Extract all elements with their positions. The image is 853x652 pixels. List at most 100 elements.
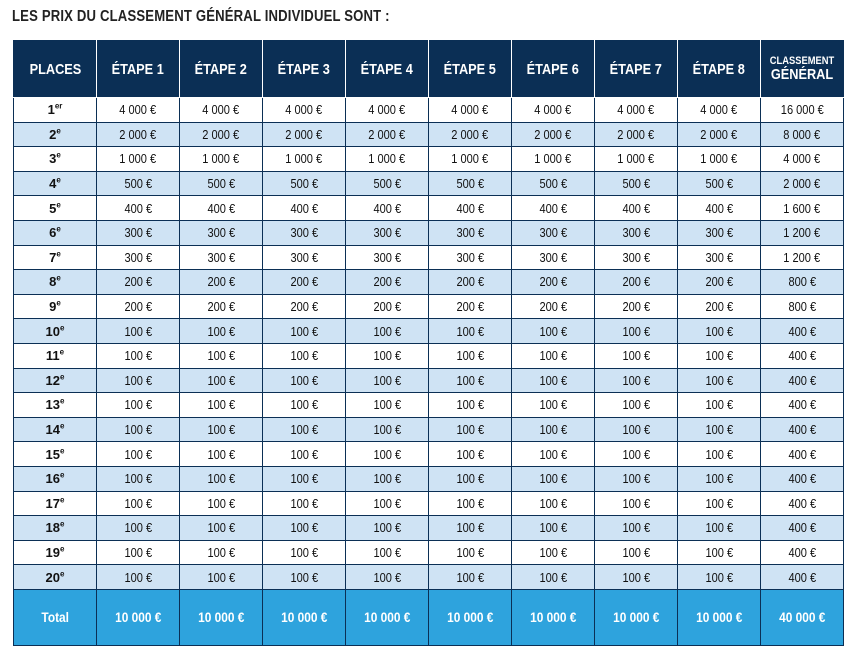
stage-prize-cell: 300 € — [594, 244, 678, 271]
place-cell: 2e — [13, 121, 97, 148]
total-label: Total — [13, 588, 97, 646]
general-prize-cell: 400 € — [760, 515, 844, 541]
header-etape-4: ÉTAPE 4 — [345, 40, 429, 98]
stage-prize-cell: 200 € — [262, 269, 346, 295]
stage-prize-cell: 100 € — [428, 441, 512, 467]
general-prize-cell: 400 € — [760, 367, 844, 394]
prize-table-container: PLACES ÉTAPE 1 ÉTAPE 2 ÉTAPE 3 ÉTAPE 4 É… — [13, 40, 844, 646]
general-prize-cell: 2 000 € — [760, 170, 844, 197]
header-etape-8: ÉTAPE 8 — [677, 40, 761, 98]
stage-prize-cell: 500 € — [96, 170, 180, 197]
stage-prize-cell: 200 € — [511, 269, 595, 295]
stage-prize-cell: 100 € — [179, 515, 263, 541]
general-prize-cell: 400 € — [760, 465, 844, 492]
stage-prize-cell: 100 € — [345, 416, 429, 443]
table-row: 5e 400 €400 €400 €400 €400 €400 €400 €400… — [13, 195, 844, 221]
stage-prize-cell: 300 € — [677, 244, 761, 271]
total-cell: 10 000 € — [428, 588, 512, 646]
stage-prize-cell: 100 € — [428, 539, 512, 566]
stage-prize-cell: 100 € — [262, 515, 346, 541]
stage-prize-cell: 200 € — [594, 269, 678, 295]
stage-prize-cell: 100 € — [96, 392, 180, 418]
stage-prize-cell: 300 € — [594, 219, 678, 246]
stage-prize-cell: 100 € — [428, 465, 512, 492]
stage-prize-cell: 500 € — [511, 170, 595, 197]
stage-prize-cell: 200 € — [428, 269, 512, 295]
general-prize-cell: 400 € — [760, 564, 844, 590]
stage-prize-cell: 100 € — [345, 539, 429, 566]
general-prize-cell: 400 € — [760, 318, 844, 344]
stage-prize-cell: 300 € — [262, 219, 346, 246]
table-row: 3e 1 000 €1 000 €1 000 €1 000 €1 000 €1 0… — [13, 146, 844, 172]
stage-prize-cell: 400 € — [677, 195, 761, 221]
total-cell: 10 000 € — [262, 588, 346, 646]
total-cell: 10 000 € — [345, 588, 429, 646]
stage-prize-cell: 100 € — [262, 318, 346, 344]
stage-prize-cell: 500 € — [594, 170, 678, 197]
place-cell: 13e — [13, 392, 97, 418]
stage-prize-cell: 2 000 € — [428, 121, 512, 148]
stage-prize-cell: 300 € — [677, 219, 761, 246]
stage-prize-cell: 100 € — [96, 465, 180, 492]
stage-prize-cell: 200 € — [179, 293, 263, 320]
stage-prize-cell: 1 000 € — [96, 146, 180, 172]
stage-prize-cell: 100 € — [345, 342, 429, 369]
place-cell: 8e — [13, 269, 97, 295]
total-cell: 10 000 € — [96, 588, 180, 646]
prize-table: PLACES ÉTAPE 1 ÉTAPE 2 ÉTAPE 3 ÉTAPE 4 É… — [13, 40, 844, 646]
general-prize-cell: 400 € — [760, 441, 844, 467]
stage-prize-cell: 100 € — [511, 441, 595, 467]
stage-prize-cell: 100 € — [428, 342, 512, 369]
stage-prize-cell: 1 000 € — [428, 146, 512, 172]
stage-prize-cell: 100 € — [594, 367, 678, 394]
stage-prize-cell: 200 € — [96, 293, 180, 320]
place-cell: 12e — [13, 367, 97, 394]
stage-prize-cell: 100 € — [428, 490, 512, 517]
stage-prize-cell: 4 000 € — [594, 97, 678, 123]
stage-prize-cell: 100 € — [594, 392, 678, 418]
table-row: 6e 300 €300 €300 €300 €300 €300 €300 €300… — [13, 219, 844, 246]
page-title: LES PRIX DU CLASSEMENT GÉNÉRAL INDIVIDUE… — [12, 8, 390, 25]
stage-prize-cell: 100 € — [179, 342, 263, 369]
stage-prize-cell: 100 € — [511, 490, 595, 517]
stage-prize-cell: 500 € — [179, 170, 263, 197]
stage-prize-cell: 100 € — [96, 441, 180, 467]
general-prize-cell: 1 200 € — [760, 219, 844, 246]
stage-prize-cell: 100 € — [594, 318, 678, 344]
place-cell: 20e — [13, 564, 97, 590]
header-etape-5: ÉTAPE 5 — [428, 40, 512, 98]
stage-prize-cell: 400 € — [179, 195, 263, 221]
stage-prize-cell: 300 € — [96, 244, 180, 271]
stage-prize-cell: 1 000 € — [345, 146, 429, 172]
total-cell: 10 000 € — [511, 588, 595, 646]
table-row: 9e 200 €200 €200 €200 €200 €200 €200 €200… — [13, 293, 844, 320]
stage-prize-cell: 300 € — [262, 244, 346, 271]
stage-prize-cell: 100 € — [677, 318, 761, 344]
stage-prize-cell: 300 € — [345, 219, 429, 246]
stage-prize-cell: 4 000 € — [262, 97, 346, 123]
general-prize-cell: 400 € — [760, 342, 844, 369]
stage-prize-cell: 100 € — [428, 416, 512, 443]
stage-prize-cell: 100 € — [96, 490, 180, 517]
stage-prize-cell: 100 € — [262, 416, 346, 443]
stage-prize-cell: 100 € — [262, 441, 346, 467]
stage-prize-cell: 100 € — [179, 564, 263, 590]
stage-prize-cell: 200 € — [677, 293, 761, 320]
stage-prize-cell: 400 € — [428, 195, 512, 221]
stage-prize-cell: 100 € — [96, 416, 180, 443]
stage-prize-cell: 100 € — [262, 392, 346, 418]
stage-prize-cell: 100 € — [96, 342, 180, 369]
stage-prize-cell: 100 € — [511, 318, 595, 344]
stage-prize-cell: 100 € — [677, 539, 761, 566]
table-row: 1er 4 000 €4 000 €4 000 €4 000 €4 000 €4 … — [13, 97, 844, 123]
stage-prize-cell: 2 000 € — [677, 121, 761, 148]
stage-prize-cell: 300 € — [345, 244, 429, 271]
stage-prize-cell: 100 € — [677, 465, 761, 492]
stage-prize-cell: 100 € — [594, 465, 678, 492]
stage-prize-cell: 100 € — [428, 367, 512, 394]
table-row: 11e 100 €100 €100 €100 €100 €100 €100 €10… — [13, 342, 844, 369]
general-prize-cell: 1 600 € — [760, 195, 844, 221]
stage-prize-cell: 200 € — [345, 269, 429, 295]
stage-prize-cell: 400 € — [262, 195, 346, 221]
header-etape-3: ÉTAPE 3 — [262, 40, 346, 98]
